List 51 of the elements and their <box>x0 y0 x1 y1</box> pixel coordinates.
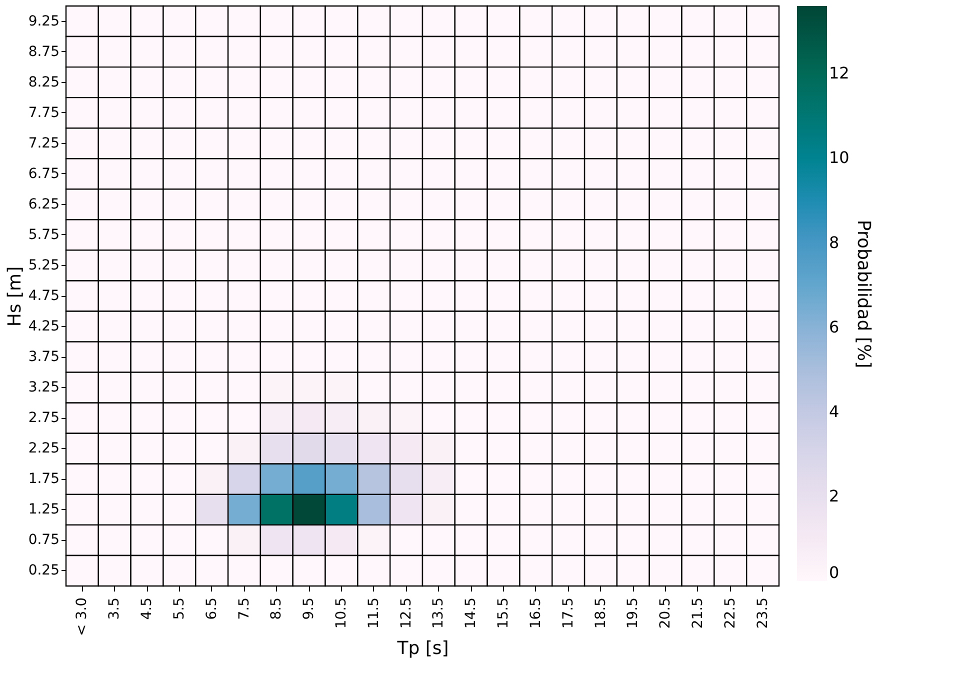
x-tick-label: 17.5 <box>560 598 576 629</box>
y-tick-label: 3.75 <box>28 349 60 366</box>
x-tick-label: 10.5 <box>333 598 350 629</box>
x-tick-label: 22.5 <box>722 598 738 629</box>
color-bar-label: 8 <box>829 232 840 252</box>
y-tick-label: 1.25 <box>28 502 60 518</box>
y-tick-label: 0.25 <box>28 562 60 579</box>
x-tick-label: 19.5 <box>625 598 642 629</box>
color-bar-label: 6 <box>829 317 840 336</box>
color-bar-label: 2 <box>829 486 840 506</box>
x-tick-label: 14.5 <box>463 598 480 629</box>
x-tick-label: 8.5 <box>268 598 285 620</box>
x-tick-label: 12.5 <box>398 598 414 629</box>
x-tick-label: 20.5 <box>658 598 674 629</box>
color-bar-label: 4 <box>829 402 840 421</box>
x-tick-label: 21.5 <box>690 598 706 629</box>
y-tick-label: 2.25 <box>28 440 60 457</box>
x-tick-label: 6.5 <box>204 598 220 620</box>
x-tick-label: < 3.0 <box>74 598 90 636</box>
x-tick-label: 11.5 <box>366 598 382 629</box>
x-tick-label: 9.5 <box>301 598 318 620</box>
color-bar-label: 12 <box>829 64 850 83</box>
x-tick-label: 16.5 <box>528 598 544 629</box>
x-tick-label: 18.5 <box>592 598 609 629</box>
y-tick-label: 8.75 <box>28 44 60 60</box>
color-bar-label: 0 <box>829 563 840 582</box>
y-tick-label: 6.75 <box>28 166 60 182</box>
x-tick-label: 7.5 <box>236 598 252 620</box>
color-bar-label: 10 <box>829 148 850 168</box>
x-tick-label: 13.5 <box>430 598 447 629</box>
y-tick-label: 4.25 <box>28 318 60 335</box>
y-tick-label: 6.25 <box>28 196 60 212</box>
x-axis-title: Tp [s] <box>396 638 449 659</box>
y-tick-label: 0.75 <box>28 532 60 548</box>
y-tick-label: 5.25 <box>28 257 60 274</box>
x-tick-label: 4.5 <box>139 598 156 620</box>
y-tick-label: 9.25 <box>28 13 60 30</box>
y-tick-label: 7.75 <box>28 104 60 121</box>
y-tick-label: 2.75 <box>28 410 60 426</box>
x-tick-label: 5.5 <box>171 598 188 620</box>
y-tick-label: 8.25 <box>28 74 60 90</box>
x-tick-label: 15.5 <box>496 598 512 629</box>
y-tick-label: 3.25 <box>28 380 60 396</box>
y-tick-label: 7.25 <box>28 135 60 152</box>
y-tick-label: 5.75 <box>28 226 60 243</box>
x-tick-label: 23.5 <box>754 598 771 629</box>
y-axis-title: Hs [m] <box>4 266 26 327</box>
y-tick-label: 4.75 <box>28 288 60 304</box>
color-bar-title: Probabilidad [%] <box>853 220 874 368</box>
x-tick-label: 3.5 <box>106 598 123 620</box>
y-tick-label: 1.75 <box>28 471 60 488</box>
